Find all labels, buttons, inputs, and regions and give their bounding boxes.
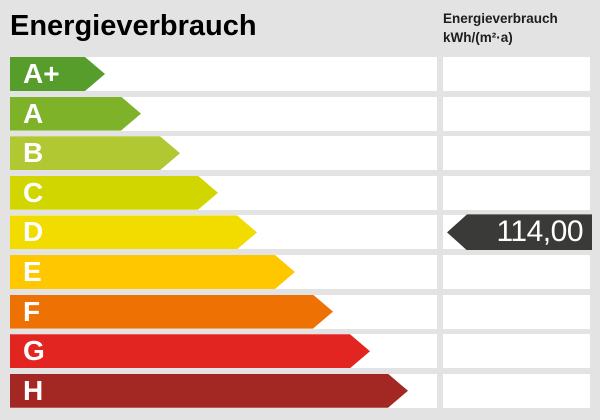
energy-class-label: C [23, 176, 44, 208]
energy-class-row: H [0, 373, 600, 408]
unit-header: Energieverbrauch kWh/(m²·a) [443, 9, 558, 47]
energy-class-bar: C [10, 176, 218, 210]
unit-header-unit: kWh/(m²·a) [443, 30, 513, 45]
energy-class-row: B [0, 136, 600, 171]
energy-class-row: C [0, 175, 600, 210]
energy-class-row: E [0, 255, 600, 289]
energy-class-bar: E [10, 255, 295, 289]
unit-header-title: Energieverbrauch [443, 11, 558, 26]
value-cell [443, 136, 590, 171]
energy-class-bar: B [10, 136, 180, 170]
energy-class-row: A+ [0, 57, 600, 91]
energy-class-label: E [23, 256, 42, 287]
energy-class-bar: D [10, 215, 257, 249]
energy-class-row: G [0, 334, 600, 369]
value-cell [443, 96, 590, 131]
energy-class-label: A+ [23, 58, 60, 89]
value-cell [443, 373, 590, 408]
energy-class-label: D [23, 216, 44, 248]
energy-class-row: D [0, 215, 600, 250]
energy-class-label: F [23, 295, 41, 327]
energy-class-row: F [0, 294, 600, 329]
energy-class-label: A [23, 97, 44, 129]
energy-class-label: H [23, 374, 44, 406]
energy-class-bar: H [10, 374, 408, 408]
value-tag-text: 114,00 [496, 215, 583, 249]
energy-class-bar: A+ [10, 57, 105, 91]
value-cell [443, 334, 590, 369]
value-cell [443, 255, 590, 289]
energy-class-bar: A [10, 97, 141, 131]
value-tag: 114,00 [447, 214, 592, 251]
energy-class-label: B [23, 137, 44, 169]
value-cell [443, 175, 590, 210]
energy-class-bar: G [10, 334, 370, 368]
energy-class-bar: F [10, 295, 333, 329]
energy-class-label: G [23, 335, 45, 367]
page-title: Energieverbrauch [10, 10, 257, 42]
energy-class-row: A [0, 96, 600, 131]
value-cell [443, 294, 590, 329]
value-cell [443, 57, 590, 91]
